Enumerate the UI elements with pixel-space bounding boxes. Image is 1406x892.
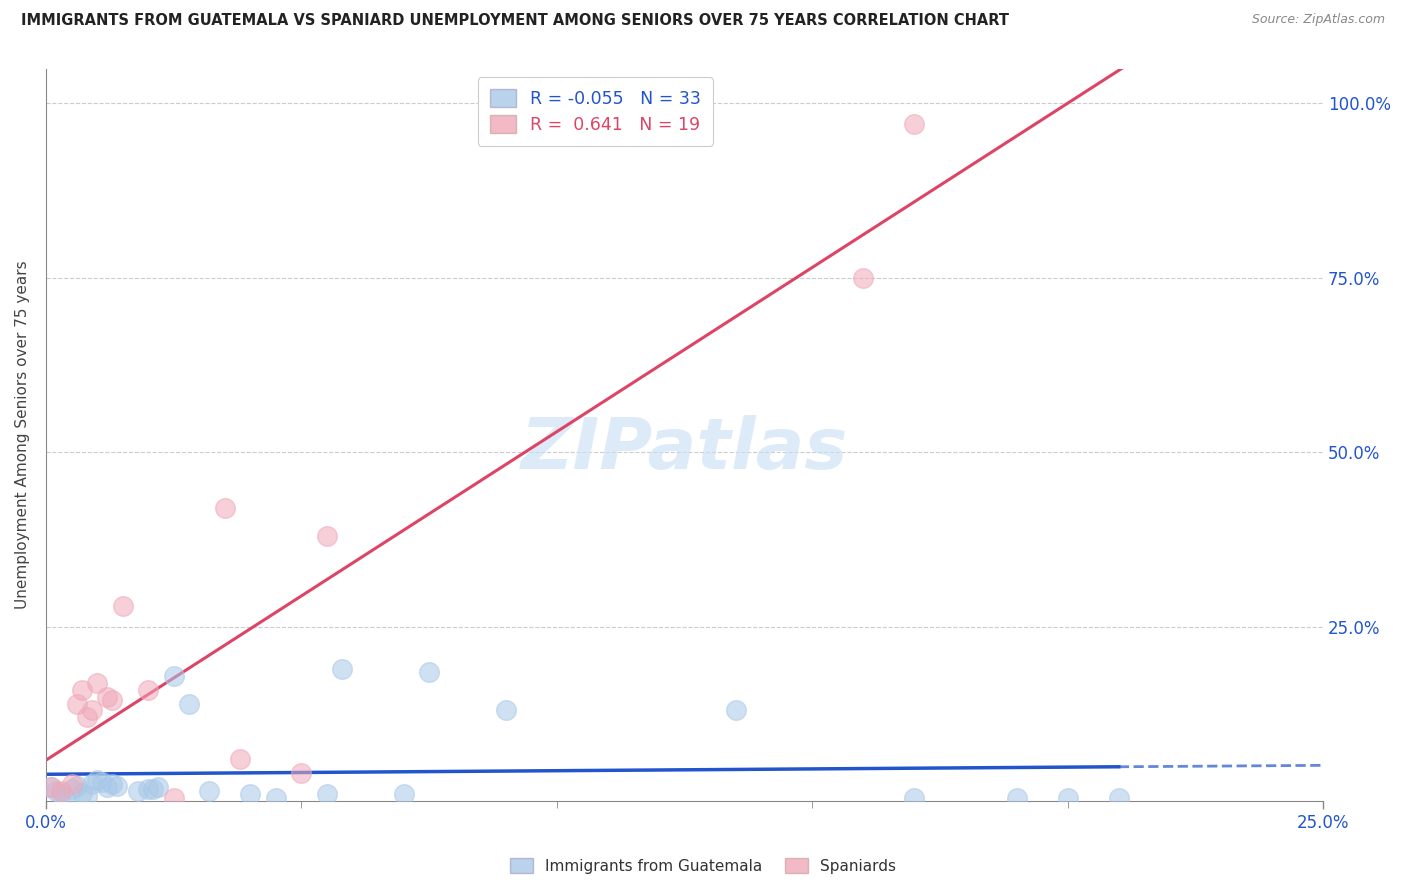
- Legend: Immigrants from Guatemala, Spaniards: Immigrants from Guatemala, Spaniards: [503, 852, 903, 880]
- Point: [127, 783, 149, 797]
- Point: [136, 682, 159, 697]
- Point: [51, 783, 73, 797]
- Point: [96, 780, 118, 795]
- Point: [39, 780, 62, 795]
- Point: [724, 704, 747, 718]
- Point: [60, 781, 83, 796]
- Point: [1108, 790, 1130, 805]
- Point: [903, 790, 925, 805]
- Point: [86, 773, 108, 788]
- Point: [65, 779, 87, 793]
- Point: [392, 787, 415, 801]
- Point: [264, 790, 287, 805]
- Point: [163, 790, 186, 805]
- Point: [229, 752, 252, 766]
- Point: [39, 780, 62, 795]
- Point: [96, 690, 118, 704]
- Text: Source: ZipAtlas.com: Source: ZipAtlas.com: [1251, 13, 1385, 27]
- Point: [80, 777, 103, 791]
- Point: [55, 790, 77, 805]
- Point: [107, 779, 129, 793]
- Point: [1005, 790, 1028, 805]
- Point: [101, 777, 124, 791]
- Point: [51, 787, 73, 801]
- Point: [177, 697, 200, 711]
- Point: [70, 786, 93, 800]
- Y-axis label: Unemployment Among Seniors over 75 years: Unemployment Among Seniors over 75 years: [15, 260, 30, 609]
- Point: [852, 271, 875, 285]
- Point: [214, 501, 236, 516]
- Text: ZIPatlas: ZIPatlas: [520, 415, 848, 484]
- Point: [495, 704, 517, 718]
- Point: [198, 783, 221, 797]
- Point: [60, 777, 83, 791]
- Point: [86, 675, 108, 690]
- Point: [136, 781, 159, 796]
- Point: [111, 599, 134, 613]
- Point: [316, 787, 339, 801]
- Text: IMMIGRANTS FROM GUATEMALA VS SPANIARD UNEMPLOYMENT AMONG SENIORS OVER 75 YEARS C: IMMIGRANTS FROM GUATEMALA VS SPANIARD UN…: [21, 13, 1010, 29]
- Point: [290, 766, 312, 780]
- Point: [163, 668, 186, 682]
- Point: [903, 117, 925, 131]
- Point: [142, 782, 165, 797]
- Point: [76, 710, 98, 724]
- Point: [418, 665, 440, 679]
- Point: [91, 774, 114, 789]
- Point: [148, 780, 170, 794]
- Point: [45, 783, 67, 797]
- Point: [80, 704, 103, 718]
- Point: [316, 529, 339, 543]
- Point: [101, 693, 124, 707]
- Point: [330, 662, 353, 676]
- Point: [65, 697, 87, 711]
- Point: [76, 789, 98, 803]
- Legend: R = -0.055   N = 33, R =  0.641   N = 19: R = -0.055 N = 33, R = 0.641 N = 19: [478, 78, 713, 146]
- Point: [239, 787, 262, 801]
- Point: [1056, 790, 1078, 805]
- Point: [70, 682, 93, 697]
